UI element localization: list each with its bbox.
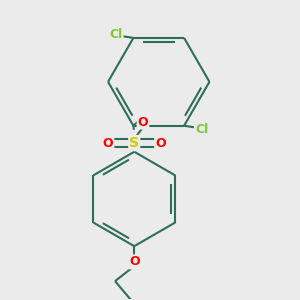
Text: S: S [129,136,139,150]
Text: O: O [103,136,113,149]
Text: O: O [138,116,148,128]
Text: O: O [155,136,166,149]
Text: Cl: Cl [109,28,122,41]
Text: O: O [129,255,140,268]
Text: Cl: Cl [195,123,208,136]
